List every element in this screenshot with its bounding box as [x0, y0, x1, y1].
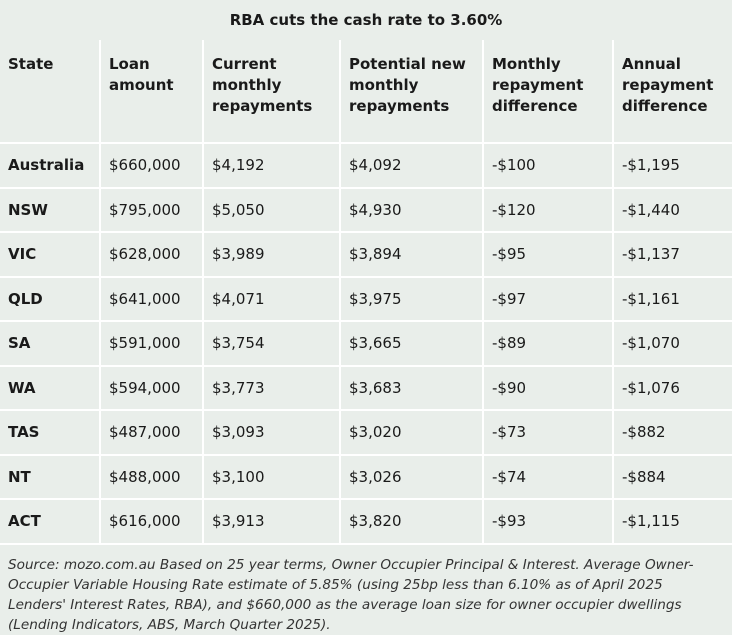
value-cell: -$1,137	[612, 231, 732, 278]
value-cell: $3,913	[202, 498, 341, 545]
column-header: Current monthly repayments	[202, 40, 341, 144]
column-header: Loan amount	[99, 40, 204, 144]
value-cell: -$89	[482, 320, 614, 367]
table-row: TAS $487,000 $3,093 $3,020 -$73 -$882	[0, 409, 732, 456]
value-cell: $5,050	[202, 186, 341, 233]
value-cell: $3,975	[339, 275, 484, 322]
column-header: Potential new monthly repayments	[339, 40, 484, 144]
value-cell: -$95	[482, 231, 614, 278]
value-cell: -$1,440	[612, 186, 732, 233]
value-cell: -$93	[482, 498, 614, 545]
value-cell: $594,000	[99, 364, 204, 411]
data-table: State Loan amount Current monthly repaymen…	[0, 40, 732, 545]
column-header: State	[0, 40, 101, 144]
value-cell: $3,093	[202, 409, 341, 456]
table-row: Australia $660,000 $4,192 $4,092 -$100 -$1,19…	[0, 142, 732, 189]
value-cell: $616,000	[99, 498, 204, 545]
table-row: SA $591,000 $3,754 $3,665 -$89 -$1,070	[0, 320, 732, 367]
value-cell: -$90	[482, 364, 614, 411]
source-note: Source: mozo.com.au Based on 25 year ter…	[8, 556, 694, 633]
state-cell: TAS	[0, 409, 101, 456]
table-row: QLD $641,000 $4,071 $3,975 -$97 -$1,161	[0, 275, 732, 322]
value-cell: $3,820	[339, 498, 484, 545]
value-cell: $3,683	[339, 364, 484, 411]
value-cell: -$100	[482, 142, 614, 189]
value-cell: $628,000	[99, 231, 204, 278]
table-row: NT $488,000 $3,100 $3,026 -$74 -$884	[0, 453, 732, 500]
value-cell: $3,020	[339, 409, 484, 456]
value-cell: $3,773	[202, 364, 341, 411]
table-row: ACT $616,000 $3,913 $3,820 -$93 -$1,115	[0, 498, 732, 545]
value-cell: $3,989	[202, 231, 341, 278]
table-row: WA $594,000 $3,773 $3,683 -$90 -$1,076	[0, 364, 732, 411]
value-cell: $4,092	[339, 142, 484, 189]
value-cell: $4,930	[339, 186, 484, 233]
value-cell: -$1,070	[612, 320, 732, 367]
value-cell: $4,071	[202, 275, 341, 322]
value-cell: -$74	[482, 453, 614, 500]
column-header: Monthly repayment difference	[482, 40, 614, 144]
value-cell: $660,000	[99, 142, 204, 189]
value-cell: $3,894	[339, 231, 484, 278]
value-cell: $591,000	[99, 320, 204, 367]
value-cell: -$1,115	[612, 498, 732, 545]
state-cell: NSW	[0, 186, 101, 233]
value-cell: -$97	[482, 275, 614, 322]
state-cell: Australia	[0, 142, 101, 189]
state-cell: QLD	[0, 275, 101, 322]
table-row: VIC $628,000 $3,989 $3,894 -$95 -$1,137	[0, 231, 732, 278]
value-cell: $3,754	[202, 320, 341, 367]
value-cell: $3,100	[202, 453, 341, 500]
value-cell: $488,000	[99, 453, 204, 500]
value-cell: $795,000	[99, 186, 204, 233]
table-row: NSW $795,000 $5,050 $4,930 -$120 -$1,440	[0, 186, 732, 233]
table-title: RBA cuts the cash rate to 3.60%	[229, 11, 503, 29]
value-cell: -$1,076	[612, 364, 732, 411]
state-cell: SA	[0, 320, 101, 367]
state-cell: WA	[0, 364, 101, 411]
value-cell: -$73	[482, 409, 614, 456]
column-header: Annual repayment difference	[612, 40, 732, 144]
state-cell: NT	[0, 453, 101, 500]
state-cell: ACT	[0, 498, 101, 545]
value-cell: -$884	[612, 453, 732, 500]
value-cell: -$120	[482, 186, 614, 233]
value-cell: $3,665	[339, 320, 484, 367]
value-cell: -$1,195	[612, 142, 732, 189]
value-cell: -$882	[612, 409, 732, 456]
value-cell: -$1,161	[612, 275, 732, 322]
value-cell: $3,026	[339, 453, 484, 500]
value-cell: $641,000	[99, 275, 204, 322]
value-cell: $4,192	[202, 142, 341, 189]
state-cell: VIC	[0, 231, 101, 278]
value-cell: $487,000	[99, 409, 204, 456]
header-row: State Loan amount Current monthly repaymen…	[0, 40, 732, 144]
